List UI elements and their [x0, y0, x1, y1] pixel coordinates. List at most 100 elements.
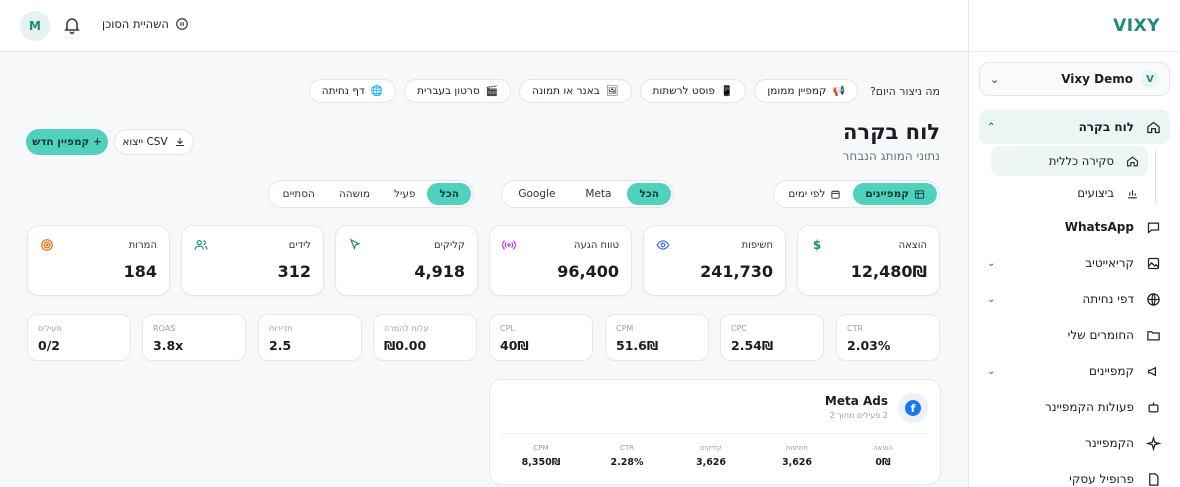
kpi-value: 184: [123, 262, 157, 281]
kpi-card-reach: טווח הגעה 96,400: [489, 225, 632, 296]
chevron-down-icon: ⌄: [987, 257, 996, 269]
sidebar-item-campaigner[interactable]: הקמפיינר: [979, 426, 1170, 460]
meta-stat-value: 3,626: [695, 457, 727, 468]
kpi-card-impressions: חשיפות 241,730: [643, 225, 786, 296]
sidebar-item-my-materials[interactable]: החומרים שלי: [979, 318, 1170, 352]
meta-stat-label: קליקים: [700, 444, 722, 452]
pill-label: קמפיינים: [865, 188, 909, 200]
chip-hebrew-video[interactable]: 🎬 סרטון בעברית: [404, 79, 512, 103]
chip-label: סרטון בעברית: [417, 85, 480, 97]
meta-ads-subtitle: 2 פעילים מתוך 2: [829, 411, 888, 420]
target-icon: [40, 238, 54, 252]
chip-label: באנר או תמונה: [532, 85, 600, 97]
stat-card-ctr: CTR 2.03%: [836, 314, 940, 361]
kpi-label: לידים: [288, 240, 311, 251]
workspace-selector[interactable]: V Vixy Demo ⌄: [979, 62, 1170, 96]
stat-card-active: פעילים 0/2: [27, 314, 131, 361]
chevron-down-icon: ⌄: [987, 293, 996, 305]
status-all-pill[interactable]: הכל: [427, 183, 471, 205]
platform-google-pill[interactable]: Google: [518, 188, 556, 200]
chip-label: דף נחיתה: [321, 85, 365, 97]
stat-label: פעילים: [38, 324, 62, 333]
home-icon: [1124, 155, 1140, 168]
stat-label: CPM: [616, 324, 634, 333]
sidebar-item-label: פרופיל עסקי: [1069, 472, 1134, 486]
stat-label: עלות להמרה: [384, 324, 429, 333]
sidebar-item-landing-pages[interactable]: דפי נחיתה ⌄: [979, 282, 1170, 316]
sidebar-item-whatsapp[interactable]: WhatsApp: [979, 210, 1170, 244]
kpi-label: המרות: [128, 240, 157, 251]
sidebar-item-creative[interactable]: קריאייטיב ⌄: [979, 246, 1170, 280]
meta-stat-spend: הוצאה 0₪: [848, 444, 918, 468]
platform-meta-pill[interactable]: Meta: [585, 188, 612, 200]
meta-stat-value: 2.28%: [610, 457, 644, 468]
kpi-value: 312: [277, 262, 311, 281]
table-icon: [914, 189, 925, 199]
view-by-days-pill[interactable]: לפי ימים: [776, 183, 853, 205]
kpi-value: 241,730: [700, 262, 773, 281]
view-toggle: קמפיינים לפי ימים: [773, 180, 940, 208]
meta-ads-card[interactable]: f Meta Ads 2 פעילים מתוך 2 הוצאה 0₪ חשיפו…: [489, 379, 941, 485]
bell-icon[interactable]: [62, 15, 82, 35]
stat-value: ₪0.00: [384, 338, 427, 353]
top-bar: M השהיית הסוכן: [0, 0, 968, 52]
status-ended-pill[interactable]: הסתיים: [282, 188, 315, 200]
user-avatar[interactable]: M: [20, 11, 50, 41]
meta-stat-cpm: CPM 8,350₪: [506, 444, 576, 468]
dollar-icon: $: [812, 238, 822, 252]
stat-label: CPL: [500, 324, 515, 333]
chevron-down-icon: ⌄: [987, 365, 996, 377]
kpi-label: טווח הגעה: [573, 240, 619, 251]
chevron-up-icon: ⌃: [987, 121, 996, 133]
meta-stat-label: הוצאה: [873, 444, 893, 452]
chevron-down-icon: ⌄: [990, 72, 1000, 86]
platform-all-pill[interactable]: הכל: [627, 183, 671, 205]
home-icon: [1144, 118, 1162, 136]
calendar-icon: [831, 189, 841, 199]
message-icon: [1144, 218, 1162, 236]
export-csv-button[interactable]: ייצוא CSV: [114, 129, 194, 155]
folder-icon: [1144, 326, 1162, 344]
page-title: לוח בקרה: [843, 120, 940, 144]
globe-icon: 🌐: [370, 85, 384, 97]
sidebar-item-performance[interactable]: ביצועים: [991, 178, 1148, 208]
chip-sponsored-campaign[interactable]: 📢 קמפיין ממומן: [754, 79, 858, 103]
sidebar-item-business-profile[interactable]: פרופיל עסקי: [979, 462, 1170, 487]
meta-stat-label: CPM: [533, 444, 549, 452]
kpi-label: חשיפות: [741, 240, 773, 251]
users-icon: [194, 238, 208, 252]
kpi-card-spend: הוצאה $ 12,480₪: [797, 225, 940, 296]
document-icon: [1144, 470, 1162, 487]
logo: VIXY: [969, 0, 1180, 52]
page-subtitle: נתוני המותג הנבחר: [842, 149, 940, 163]
megaphone-icon: [1144, 362, 1162, 380]
kpi-card-clicks: קליקים 4,918: [335, 225, 478, 296]
status-active-pill[interactable]: פעיל: [394, 188, 416, 200]
stat-value: 51.6₪: [616, 338, 659, 353]
kpi-card-leads: לידים 312: [181, 225, 324, 296]
chip-social-post[interactable]: 📱 פוסט לרשתות: [639, 79, 747, 103]
sidebar-item-dashboard[interactable]: לוח בקרה ⌃: [979, 110, 1170, 144]
sidebar-item-label: דפי נחיתה: [1082, 292, 1134, 306]
sparkle-icon: [1144, 434, 1162, 452]
new-campaign-button[interactable]: + קמפיין חדש: [26, 129, 108, 155]
view-campaigns-pill[interactable]: קמפיינים: [853, 183, 937, 205]
chip-landing-page[interactable]: 🌐 דף נחיתה: [308, 79, 397, 103]
stat-label: CPC: [731, 324, 747, 333]
stat-value: 0/2: [38, 338, 60, 353]
download-icon: [175, 138, 184, 146]
sidebar-item-campaigns[interactable]: קמפיינים ⌄: [979, 354, 1170, 388]
status-paused-pill[interactable]: מושהה: [338, 188, 371, 200]
sidebar-item-overview[interactable]: סקירה כללית: [991, 146, 1148, 176]
stat-card-cost-per-conversion: עלות להמרה ₪0.00: [373, 314, 477, 361]
meta-stat-ctr: CTR 2.28%: [592, 444, 662, 468]
sidebar-item-label: פעולות הקמפיינר: [1044, 400, 1134, 414]
megaphone-icon: 📢: [832, 85, 845, 97]
stat-label: ROAS: [153, 324, 176, 333]
sidebar-item-label: WhatsApp: [1064, 220, 1134, 234]
sidebar-item-campaigner-actions[interactable]: פעולות הקמפיינר: [979, 390, 1170, 424]
stat-card-cpl: CPL 40₪: [489, 314, 593, 361]
chip-banner-image[interactable]: 🖼 באנר או תמונה: [519, 79, 632, 103]
export-csv-label: ייצוא CSV: [122, 136, 168, 148]
pause-agent-button[interactable]: השהיית הסוכן: [102, 17, 189, 31]
